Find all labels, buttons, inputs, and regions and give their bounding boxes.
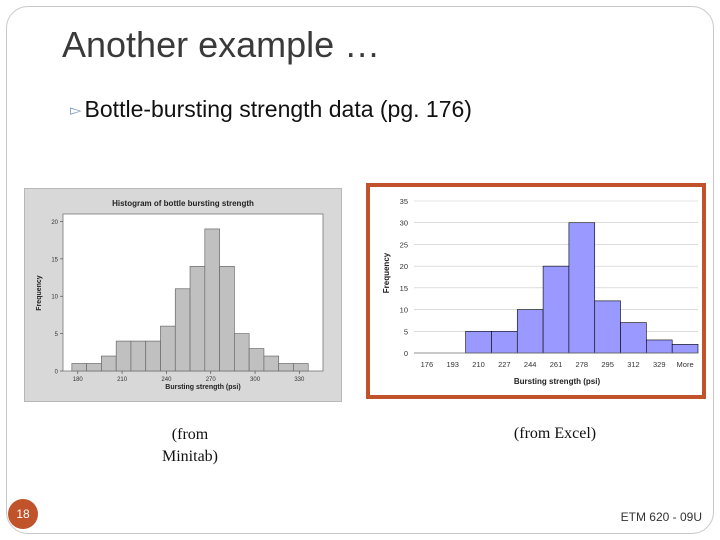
minitab-bar xyxy=(160,325,176,372)
excel-bar xyxy=(671,344,699,354)
excel-bar xyxy=(542,265,570,354)
minitab-bar xyxy=(204,228,220,372)
minitab-bar xyxy=(86,363,102,372)
excel-x-tick-label: 244 xyxy=(524,360,537,369)
excel-y-tick-label: 0 xyxy=(404,349,408,358)
minitab-x-tick-label: 210 xyxy=(117,377,128,383)
excel-bar xyxy=(465,330,492,354)
minitab-bar xyxy=(293,363,309,372)
minitab-x-tick-label: 180 xyxy=(73,377,84,383)
bullet-item: ▻ Bottle-bursting strength data (pg. 176) xyxy=(70,96,472,123)
minitab-bar xyxy=(145,340,161,372)
excel-bar xyxy=(568,222,596,354)
excel-caption: (from Excel) xyxy=(513,425,597,442)
minitab-histogram: Histogram of bottle bursting strength Fr… xyxy=(36,199,324,391)
excel-x-axis-label: Bursting strength (psi) xyxy=(514,377,601,386)
excel-y-tick-label: 25 xyxy=(400,240,408,249)
excel-y-tick-label: 20 xyxy=(400,262,408,271)
minitab-y-tick-label: 5 xyxy=(55,332,59,338)
excel-y-tick-label: 35 xyxy=(400,197,408,206)
minitab-y-tick-label: 10 xyxy=(51,295,58,301)
excel-x-tick-label: 295 xyxy=(601,360,614,369)
minitab-bar xyxy=(248,348,265,372)
minitab-x-tick-label: 300 xyxy=(250,377,261,383)
excel-y-tick-label: 10 xyxy=(400,306,408,315)
excel-y-tick-label: 30 xyxy=(400,219,408,228)
bullet-marker-icon: ▻ xyxy=(70,102,82,119)
minitab-x-tick-label: 330 xyxy=(294,377,305,383)
excel-chart-panel: Frequency Bursting strength (psi) 0 5 10 15… xyxy=(366,183,706,399)
minitab-chart-title: Histogram of bottle bursting strength xyxy=(112,199,254,208)
excel-histogram: Frequency Bursting strength (psi) 0 5 10 15… xyxy=(382,197,699,386)
excel-bar xyxy=(516,309,544,354)
excel-bar xyxy=(646,339,673,354)
slide-title: Another example … xyxy=(62,24,381,65)
minitab-y-axis-label: Frequency xyxy=(36,275,43,311)
minitab-caption-line1: (from xyxy=(171,426,209,443)
excel-x-tick-label: 278 xyxy=(576,360,589,369)
excel-y-tick-label: 15 xyxy=(400,284,408,293)
minitab-bar xyxy=(101,355,117,372)
excel-x-tick-label: 312 xyxy=(627,360,640,369)
minitab-y-tick-label: 15 xyxy=(51,257,58,263)
minitab-bar xyxy=(234,333,250,372)
excel-x-tick-label: 329 xyxy=(653,360,666,369)
excel-x-tick-label: 193 xyxy=(446,360,459,369)
excel-x-tick-label: 176 xyxy=(421,360,434,369)
minitab-x-tick-label: 270 xyxy=(206,377,217,383)
minitab-bar xyxy=(189,265,206,372)
excel-bar xyxy=(491,330,518,354)
minitab-bar xyxy=(278,363,294,372)
minitab-bar xyxy=(71,363,87,372)
minitab-bar xyxy=(130,340,147,372)
excel-y-axis-label: Frequency xyxy=(382,252,391,293)
minitab-bar xyxy=(263,355,280,372)
excel-x-tick-label: 227 xyxy=(498,360,511,369)
minitab-x-axis-label: Bursting strength (psi) xyxy=(165,384,240,391)
excel-bar xyxy=(620,322,647,354)
bullet-text: Bottle-bursting strength data (pg. 176) xyxy=(84,96,472,122)
excel-x-tick-label: 210 xyxy=(472,360,485,369)
excel-bar xyxy=(594,300,621,354)
page-number-badge: 18 xyxy=(8,499,38,529)
minitab-y-tick-label: 0 xyxy=(55,370,59,376)
minitab-bar xyxy=(115,340,132,372)
minitab-x-tick-label: 240 xyxy=(161,377,172,383)
minitab-bar xyxy=(174,288,191,372)
excel-y-tick-label: 5 xyxy=(404,327,408,336)
minitab-y-tick-label: 20 xyxy=(51,220,58,226)
minitab-bar xyxy=(219,265,235,372)
excel-x-tick-label: 261 xyxy=(550,360,563,369)
minitab-chart-panel: Histogram of bottle bursting strength Fr… xyxy=(24,188,342,402)
excel-x-tick-label: More xyxy=(677,360,694,369)
minitab-caption: (from Minitab) xyxy=(150,424,230,468)
minitab-caption-line2: Minitab) xyxy=(162,448,218,465)
footer-text: ETM 620 - 09U xyxy=(620,510,702,524)
